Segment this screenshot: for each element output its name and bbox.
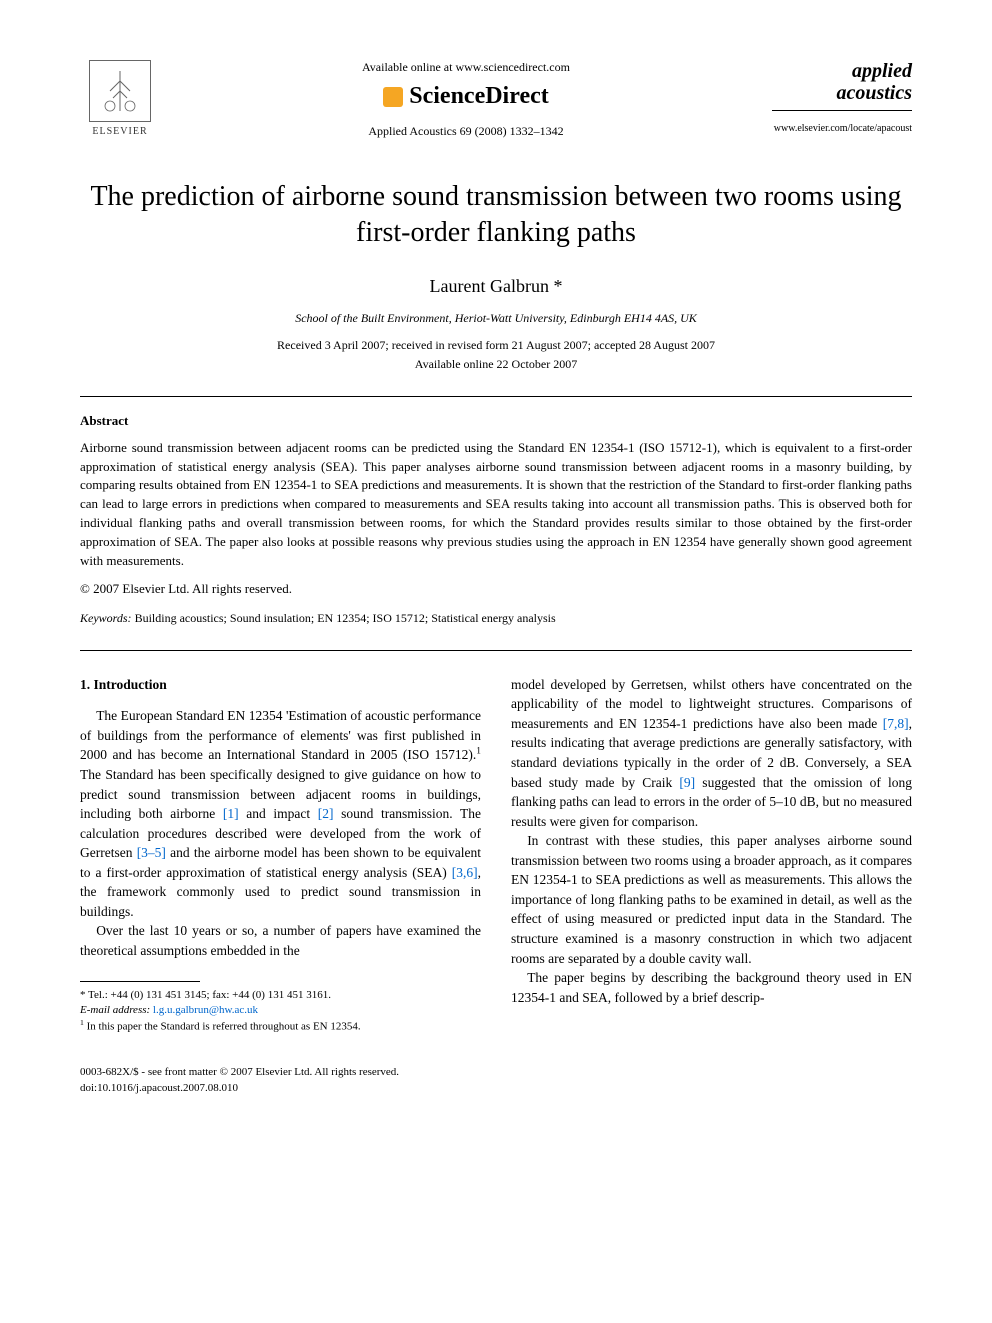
page-footer: 0003-682X/$ - see front matter © 2007 El…	[80, 1065, 912, 1096]
keywords-text: Building acoustics; Sound insulation; EN…	[132, 611, 556, 625]
abstract-body: Airborne sound transmission between adja…	[80, 440, 912, 568]
paragraph: In contrast with these studies, this pap…	[511, 831, 912, 968]
section-divider	[80, 396, 912, 397]
available-online-text: Available online at www.sciencedirect.co…	[180, 60, 752, 75]
article-dates-2: Available online 22 October 2007	[80, 357, 912, 372]
paragraph: The European Standard EN 12354 'Estimati…	[80, 706, 481, 921]
sciencedirect-icon	[383, 87, 403, 107]
keywords-label: Keywords:	[80, 611, 132, 625]
keywords-line: Keywords: Building acoustics; Sound insu…	[80, 611, 912, 626]
sciencedirect-logo: ScienceDirect	[180, 83, 752, 110]
journal-reference: Applied Acoustics 69 (2008) 1332–1342	[180, 124, 752, 139]
citation-link[interactable]: [3,6]	[452, 865, 478, 880]
elsevier-label: ELSEVIER	[80, 126, 160, 137]
abstract-heading: Abstract	[80, 413, 912, 429]
footnote-1: 1 In this paper the Standard is referred…	[80, 1018, 481, 1035]
header-row: ELSEVIER Available online at www.science…	[80, 60, 912, 139]
footer-line1: 0003-682X/$ - see front matter © 2007 El…	[80, 1065, 912, 1080]
journal-logo: applied acoustics www.elsevier.com/locat…	[772, 60, 912, 134]
paragraph: The paper begins by describing the backg…	[511, 968, 912, 1007]
divider	[772, 110, 912, 111]
paragraph: Over the last 10 years or so, a number o…	[80, 921, 481, 960]
citation-link[interactable]: [9]	[679, 775, 695, 790]
column-right: model developed by Gerretsen, whilst oth…	[511, 675, 912, 1036]
email-link[interactable]: l.g.u.galbrun@hw.ac.uk	[150, 1004, 258, 1016]
elsevier-logo: ELSEVIER	[80, 60, 160, 137]
citation-link[interactable]: [2]	[318, 806, 334, 821]
citation-link[interactable]: [1]	[223, 806, 239, 821]
footnote-corresponding: * Tel.: +44 (0) 131 451 3145; fax: +44 (…	[80, 988, 481, 1003]
abstract-text: Airborne sound transmission between adja…	[80, 439, 912, 571]
journal-logo-line1: applied	[772, 60, 912, 82]
page: ELSEVIER Available online at www.science…	[0, 0, 992, 1136]
footnote-email: E-mail address: l.g.u.galbrun@hw.ac.uk	[80, 1003, 481, 1018]
column-left: 1. Introduction The European Standard EN…	[80, 675, 481, 1036]
section-heading: 1. Introduction	[80, 675, 481, 695]
center-header: Available online at www.sciencedirect.co…	[160, 60, 772, 139]
copyright-text: © 2007 Elsevier Ltd. All rights reserved…	[80, 581, 912, 597]
article-title: The prediction of airborne sound transmi…	[80, 179, 912, 252]
footer-line2: doi:10.1016/j.apacoust.2007.08.010	[80, 1081, 912, 1096]
journal-logo-line2: acoustics	[772, 82, 912, 104]
citation-link[interactable]: [7,8]	[883, 716, 909, 731]
footnote-ref: 1	[476, 747, 481, 757]
footnote-separator	[80, 981, 200, 982]
citation-link[interactable]: [3–5]	[137, 845, 166, 860]
author-name: Laurent Galbrun *	[80, 276, 912, 297]
journal-url: www.elsevier.com/locate/apacoust	[772, 123, 912, 134]
paragraph: model developed by Gerretsen, whilst oth…	[511, 675, 912, 832]
elsevier-tree-icon	[89, 60, 151, 122]
body-columns: 1. Introduction The European Standard EN…	[80, 675, 912, 1036]
article-dates-1: Received 3 April 2007; received in revis…	[80, 338, 912, 353]
sciencedirect-text: ScienceDirect	[409, 83, 549, 110]
author-affiliation: School of the Built Environment, Heriot-…	[80, 311, 912, 326]
email-label: E-mail address:	[80, 1004, 150, 1016]
journal-title-logo: applied acoustics	[772, 60, 912, 104]
section-divider	[80, 650, 912, 651]
